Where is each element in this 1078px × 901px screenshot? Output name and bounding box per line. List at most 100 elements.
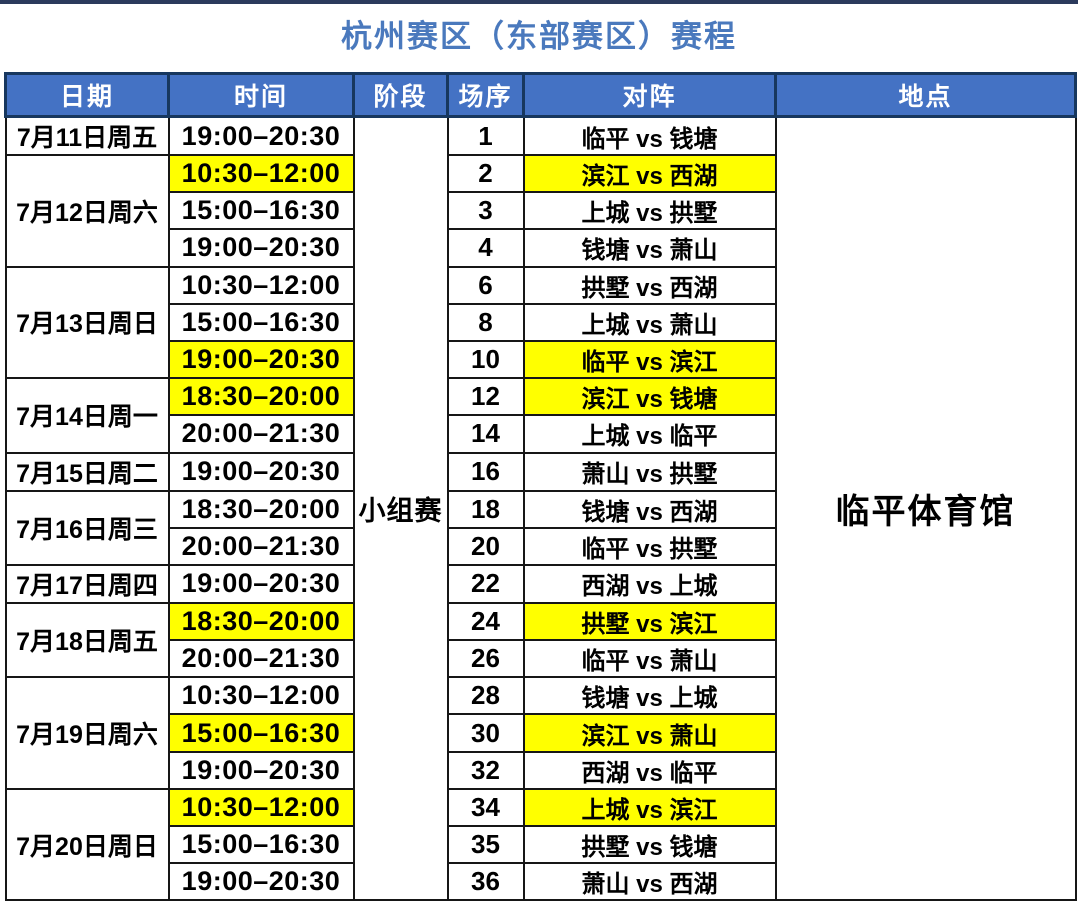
matchup-cell: 上城 vs 滨江	[522, 787, 777, 828]
match-no-cell: 22	[446, 563, 525, 604]
table-row: 20:00–21:30 26 临平 vs 萧山	[6, 639, 1076, 679]
time-cell: 20:00–21:30	[167, 414, 355, 454]
date-cell: 7月19日周六	[4, 676, 170, 790]
matchup-cell: 临平 vs 钱塘	[522, 115, 777, 156]
match-no-cell: 2	[446, 153, 525, 194]
date-cell: 7月17日周四	[4, 563, 170, 604]
match-no-cell: 4	[446, 228, 525, 268]
time-cell: 15:00–16:30	[167, 302, 355, 342]
header-time: 时间	[167, 72, 355, 118]
time-cell: 10:30–12:00	[167, 265, 355, 305]
match-no-cell: 18	[446, 489, 525, 529]
time-cell: 10:30–12:00	[167, 153, 355, 194]
match-no-cell: 10	[446, 339, 525, 380]
match-no-cell: 30	[446, 713, 525, 753]
table-row: 15:00–16:30 3 上城 vs 拱墅	[6, 191, 1076, 231]
table-row: 19:00–20:30 10 临平 vs 滨江	[6, 339, 1076, 380]
table-row: 7月20日周日 10:30–12:00 34 上城 vs 滨江	[4, 787, 1076, 901]
table-row: 7月11日周五 19:00–20:30 小组赛 1 临平 vs 钱塘 临平体育馆	[4, 115, 1077, 901]
table-row: 15:00–16:30 35 拱墅 vs 钱塘	[6, 824, 1076, 865]
matchup-cell: 拱墅 vs 钱塘	[522, 824, 777, 865]
venue-cell: 临平体育馆	[774, 115, 1077, 901]
header-matchup: 对阵	[522, 72, 777, 118]
table-row: 15:00–16:30 8 上城 vs 萧山	[6, 302, 1076, 342]
header-row: 日期 时间 阶段 场序 对阵 地点	[4, 72, 1077, 118]
time-cell: 15:00–16:30	[167, 824, 355, 865]
time-cell: 18:30–20:00	[167, 377, 355, 417]
date-cell: 7月13日周日	[4, 265, 170, 380]
date-cell: 7月15日周二	[4, 451, 170, 492]
matchup-cell: 西湖 vs 上城	[522, 563, 777, 604]
header-date: 日期	[4, 72, 170, 118]
time-cell: 20:00–21:30	[167, 639, 355, 679]
matchup-cell: 临平 vs 滨江	[522, 339, 777, 380]
time-cell: 18:30–20:00	[167, 489, 355, 529]
table-row: 7月13日周日 10:30–12:00 6 拱墅 vs 西湖	[4, 265, 1076, 380]
date-cell: 7月16日周三	[4, 489, 170, 566]
table-row: 15:00–16:30 30 滨江 vs 萧山	[6, 713, 1076, 753]
match-no-cell: 16	[446, 451, 525, 492]
schedule-table: 日期 时间 阶段 场序 对阵 地点 7月11日周五 19:00–20:30 小组赛 1…	[4, 72, 1077, 901]
schedule-body: 7月11日周五 19:00–20:30 小组赛 1 临平 vs 钱塘 临平体育馆 7月12日…	[4, 115, 1077, 901]
table-row: 19:00–20:30 36 萧山 vs 西湖	[6, 862, 1076, 901]
matchup-cell: 钱塘 vs 西湖	[522, 489, 777, 529]
table-row: 7月16日周三 18:30–20:00 18 钱塘 vs 西湖	[4, 489, 1076, 566]
table-row: 19:00–20:30 32 西湖 vs 临平	[6, 750, 1076, 790]
matchup-cell: 滨江 vs 萧山	[522, 713, 777, 753]
header-stage: 阶段	[352, 72, 449, 118]
matchup-cell: 上城 vs 萧山	[522, 302, 777, 342]
match-no-cell: 1	[446, 115, 525, 156]
page-title: 杭州赛区（东部赛区）赛程	[341, 19, 737, 54]
header-venue: 地点	[774, 72, 1077, 118]
matchup-cell: 临平 vs 拱墅	[522, 526, 777, 566]
table-row: 7月14日周一 18:30–20:00 12 滨江 vs 钱塘	[4, 377, 1076, 454]
time-cell: 10:30–12:00	[167, 787, 355, 828]
date-cell: 7月12日周六	[4, 154, 170, 268]
match-no-cell: 34	[446, 787, 525, 828]
match-no-cell: 12	[446, 377, 525, 417]
time-cell: 18:30–20:00	[167, 601, 355, 642]
match-no-cell: 35	[446, 824, 525, 865]
match-no-cell: 32	[446, 750, 525, 790]
table-row: 20:00–21:30 20 临平 vs 拱墅	[6, 526, 1076, 566]
time-cell: 19:00–20:30	[167, 115, 355, 156]
matchup-cell: 临平 vs 萧山	[522, 639, 777, 679]
match-no-cell: 20	[446, 526, 525, 566]
table-row: 7月17日周四 19:00–20:30 22 西湖 vs 上城	[4, 563, 1076, 604]
date-cell: 7月14日周一	[4, 377, 170, 454]
table-row: 7月12日周六 10:30–12:00 2 滨江 vs 西湖	[4, 153, 1076, 268]
match-no-cell: 6	[446, 265, 525, 305]
table-row: 7月19日周六 10:30–12:00 28 钱塘 vs 上城	[4, 676, 1076, 790]
date-cell: 7月11日周五	[4, 115, 170, 156]
matchup-cell: 拱墅 vs 滨江	[522, 601, 777, 642]
matchup-cell: 钱塘 vs 上城	[522, 676, 777, 716]
matchup-cell: 钱塘 vs 萧山	[522, 228, 777, 268]
date-cell: 7月18日周五	[4, 601, 170, 679]
matchup-cell: 西湖 vs 临平	[522, 750, 777, 790]
matchup-cell: 萧山 vs 拱墅	[522, 451, 777, 492]
matchup-cell: 上城 vs 临平	[522, 414, 777, 454]
time-cell: 15:00–16:30	[167, 191, 355, 231]
time-cell: 19:00–20:30	[167, 750, 355, 790]
time-cell: 19:00–20:30	[167, 862, 355, 901]
time-cell: 10:30–12:00	[167, 676, 355, 716]
matchup-cell: 上城 vs 拱墅	[522, 191, 777, 231]
table-row: 7月18日周五 18:30–20:00 24 拱墅 vs 滨江	[4, 601, 1076, 679]
date-cell: 7月20日周日	[4, 787, 170, 901]
match-no-cell: 24	[446, 601, 525, 642]
match-no-cell: 3	[446, 191, 525, 231]
header-match-no: 场序	[446, 72, 525, 118]
time-cell: 19:00–20:30	[167, 339, 355, 380]
matchup-cell: 拱墅 vs 西湖	[522, 265, 777, 305]
table-row: 20:00–21:30 14 上城 vs 临平	[6, 414, 1076, 454]
time-cell: 19:00–20:30	[167, 563, 355, 604]
time-cell: 20:00–21:30	[167, 526, 355, 566]
match-no-cell: 36	[446, 862, 525, 901]
time-cell: 15:00–16:30	[167, 713, 355, 753]
top-border-strip	[0, 0, 1078, 4]
matchup-cell: 滨江 vs 西湖	[522, 153, 777, 194]
table-row: 7月15日周二 19:00–20:30 16 萧山 vs 拱墅	[4, 451, 1076, 492]
match-no-cell: 14	[446, 414, 525, 454]
table-row: 19:00–20:30 4 钱塘 vs 萧山	[6, 228, 1076, 268]
time-cell: 19:00–20:30	[167, 228, 355, 268]
